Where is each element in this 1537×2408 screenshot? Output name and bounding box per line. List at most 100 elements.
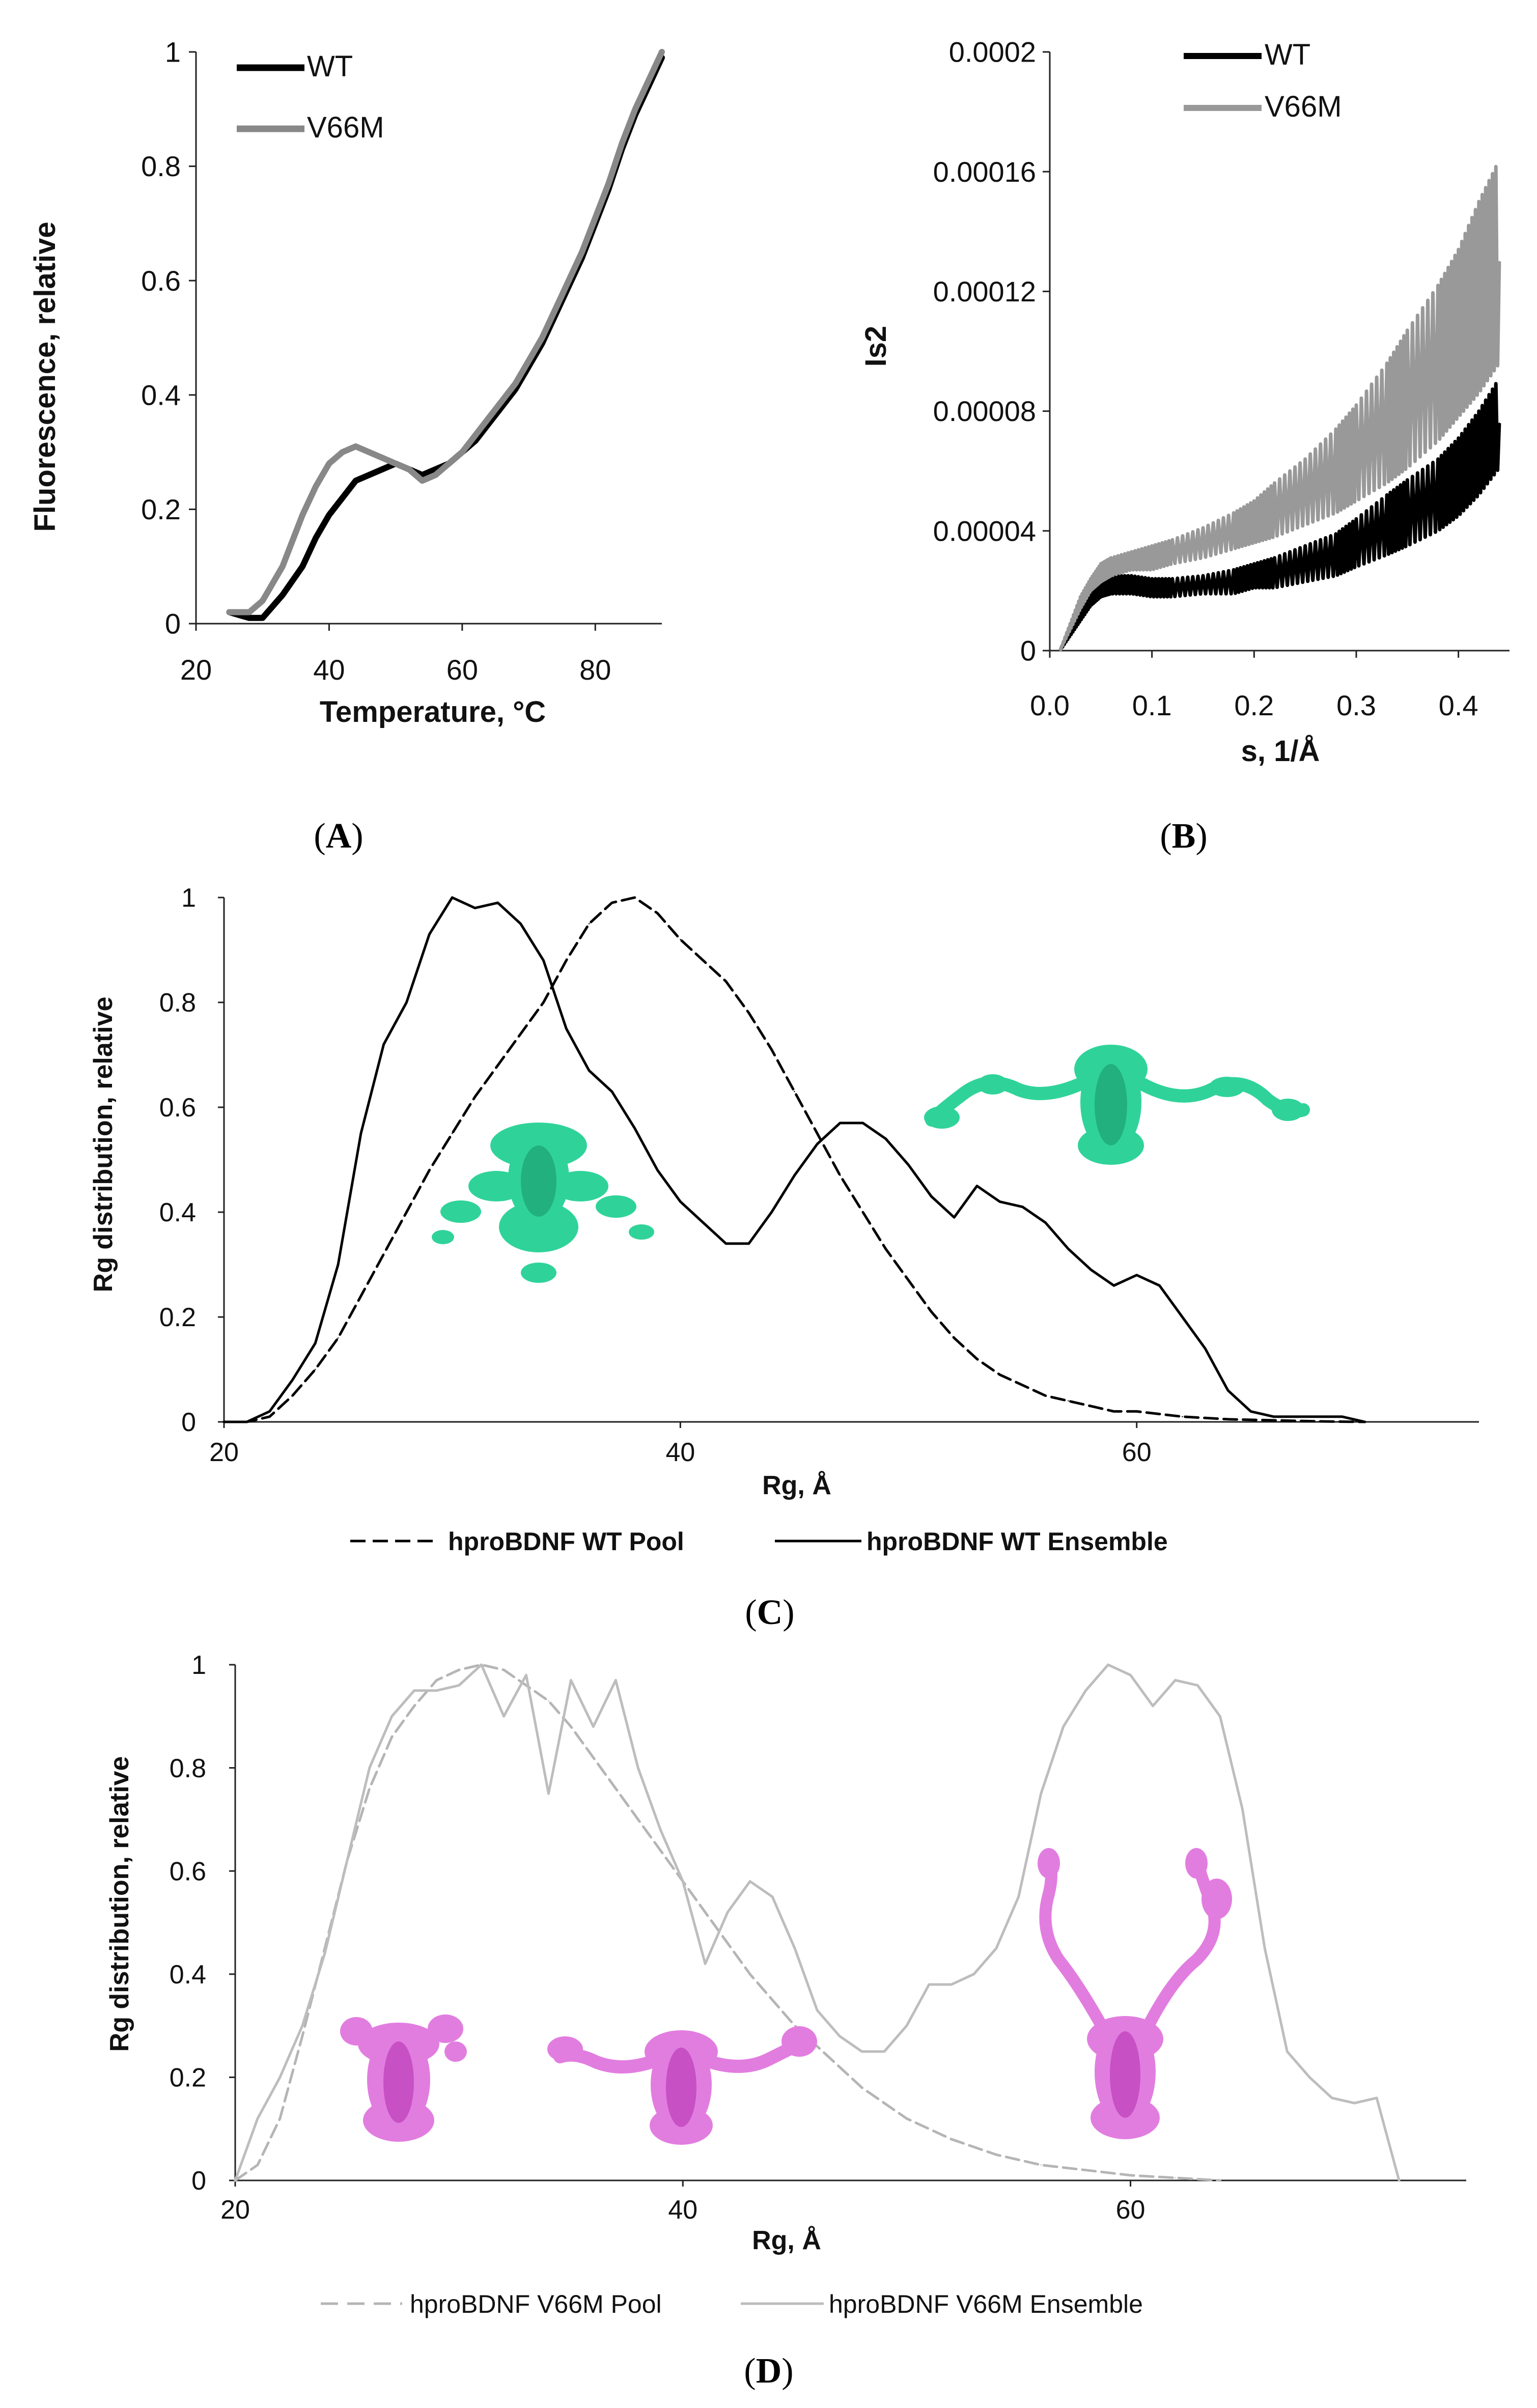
panel-b-axes: 0 0.00004 0.00008 0.00012 0.00016 0.0002 0.0 0.…: [933, 36, 1510, 721]
panel-b-point-v66m: [1059, 650, 1061, 652]
panel-c-point-hprobdnf-wt-ensemble: [566, 1028, 567, 1029]
panel-a-y-axis-title: Fluorescence, relative: [29, 221, 62, 531]
panel-a-point-v66m: [248, 611, 250, 613]
panel-b-point-wt: [1131, 584, 1132, 585]
panel-c-point-hprobdnf-wt-ensemble: [748, 1243, 750, 1244]
panel-a-x-tick-label: 60: [446, 654, 478, 686]
panel-a-point-wt: [315, 537, 317, 539]
panel-d-label: (D): [744, 2351, 793, 2391]
panel-d-point-hprobdnf-v66m-pool: [369, 1787, 370, 1789]
panel-a-point-wt: [422, 474, 423, 476]
panel-d-point-hprobdnf-v66m-pool: [951, 2138, 953, 2140]
panel-c-point-hprobdnf-wt-ensemble: [406, 1001, 407, 1003]
panel-c-point-hprobdnf-wt-pool: [406, 1211, 407, 1213]
panel-c-point-hprobdnf-wt-ensemble: [1182, 1316, 1183, 1318]
panel-d-point-hprobdnf-v66m-ensemble: [749, 1881, 751, 1882]
panel-d-point-hprobdnf-v66m-ensemble: [1152, 1705, 1154, 1707]
panel-c-point-hprobdnf-wt-pool: [657, 912, 658, 914]
panel-d-point-hprobdnf-v66m-ensemble: [257, 2118, 259, 2119]
panel-d-point-hprobdnf-v66m-ensemble: [1287, 2051, 1288, 2052]
panel-d-point-hprobdnf-v66m-pool: [615, 1787, 617, 1789]
panel-c-point-hprobdnf-wt-pool: [1227, 1418, 1229, 1420]
panel-c-point-hprobdnf-wt-ensemble: [1273, 1416, 1274, 1417]
panel-d-legend: hproBDNF V66M Pool hproBDNF V66M Ensembl…: [321, 2290, 1143, 2318]
panel-c-point-hprobdnf-wt-ensemble: [383, 1044, 384, 1045]
legend-label-wt: WT: [1265, 38, 1310, 71]
panel-d-point-hprobdnf-v66m-ensemble: [1197, 1685, 1198, 1686]
panel-d-point-hprobdnf-v66m-ensemble: [1063, 1726, 1064, 1727]
panel-d-point-hprobdnf-v66m-ensemble: [503, 1716, 505, 1717]
panel-b-point-v66m: [1131, 560, 1132, 562]
panel-c-point-hprobdnf-wt-ensemble: [497, 902, 499, 904]
panel-d-y-tick-label: 1: [191, 1650, 206, 1680]
panel-d-point-hprobdnf-v66m-pool: [839, 2066, 841, 2068]
panel-d-point-hprobdnf-v66m-ensemble: [1130, 1674, 1131, 1676]
panel-c-point-hprobdnf-wt-ensemble: [839, 1122, 841, 1124]
panel-b-x-axis-title: s, 1/Å: [1241, 735, 1320, 768]
panel-b-x-tick-label: 0.1: [1132, 689, 1172, 721]
panel-d-point-hprobdnf-v66m-ensemble: [883, 2051, 885, 2052]
panel-b-point-wt: [1171, 587, 1173, 589]
panel-b-point-v66m: [1100, 572, 1102, 574]
panel-b-point-v66m: [1386, 422, 1388, 424]
panel-d-point-hprobdnf-v66m-ensemble: [413, 1690, 415, 1691]
panel-d-point-hprobdnf-v66m-pool: [771, 1999, 773, 2001]
panel-c-point-hprobdnf-wt-ensemble: [1022, 1206, 1023, 1208]
panel-a-point-wt: [262, 617, 263, 619]
panel-a-point-wt: [282, 594, 284, 596]
panel-d-lines: [234, 1663, 1401, 2182]
panel-b-point-wt: [1478, 452, 1479, 454]
panel-a-point-v66m: [528, 360, 529, 361]
panel-c-point-hprobdnf-wt-pool: [588, 923, 590, 925]
panel-c-point-hprobdnf-wt-pool: [1022, 1384, 1023, 1386]
panel-b-point-wt: [1458, 476, 1459, 478]
panel-c-point-hprobdnf-wt-ensemble: [315, 1342, 316, 1344]
panel-b: 0 0.00004 0.00008 0.00012 0.00016 0.0002 0.0 0.…: [859, 36, 1510, 856]
panel-c-y-tick-label: 0: [181, 1408, 196, 1437]
panel-c-point-hprobdnf-wt-pool: [702, 960, 704, 961]
panel-a-point-wt: [301, 566, 303, 567]
panel-c-point-hprobdnf-wt-pool: [1090, 1405, 1092, 1407]
panel-a-point-wt: [515, 388, 516, 390]
panel-b-point-wt: [1274, 572, 1275, 574]
panel-a-point-v66m: [661, 51, 663, 53]
panel-c-point-hprobdnf-wt-ensemble: [246, 1421, 248, 1423]
panel-b-point-v66m: [1274, 509, 1275, 511]
panel-c-point-hprobdnf-wt-pool: [497, 1065, 499, 1066]
panel-a-y-tick-label: 0.6: [141, 265, 181, 297]
panel-c-legend: hproBDNF WT Pool hproBDNF WT Ensemble: [350, 1527, 1168, 1556]
panel-c-point-hprobdnf-wt-ensemble: [1341, 1416, 1343, 1417]
panel-c-y-axis-title: Rg distribution, relative: [89, 997, 118, 1293]
panel-c-point-hprobdnf-wt-ensemble: [474, 907, 476, 909]
panel-d-point-hprobdnf-v66m-ensemble: [1175, 1679, 1176, 1681]
panel-c-point-hprobdnf-wt-ensemble: [360, 1133, 362, 1134]
panel-a-point-v66m: [262, 600, 263, 602]
panel-b-point-v66m: [1233, 530, 1235, 532]
panel-b-lines: [1058, 164, 1501, 652]
panel-d-point-hprobdnf-v66m-ensemble: [1085, 1690, 1086, 1691]
panel-b-point-wt: [1498, 422, 1500, 424]
panel-c-point-hprobdnf-wt-pool: [429, 1169, 430, 1171]
panel-b-label: (B): [1160, 817, 1207, 856]
panel-d-point-hprobdnf-v66m-pool: [1085, 2169, 1086, 2171]
panel-a-x-axis-title: Temperature, °C: [320, 695, 546, 729]
panel-c-series-hprobdnf-wt-ensemble: [222, 896, 1366, 1423]
panel-a-x-tick-label: 40: [313, 654, 345, 686]
panel-a-point-wt: [488, 423, 490, 425]
legend-label-pool: hproBDNF WT Pool: [448, 1527, 684, 1556]
panel-d-point-hprobdnf-v66m-pool: [816, 2046, 818, 2047]
panel-d-point-hprobdnf-v66m-ensemble: [301, 2025, 303, 2027]
panel-a-point-v66m: [648, 79, 650, 81]
panel-d-point-hprobdnf-v66m-pool: [413, 1705, 415, 1707]
panel-b-x-tick-label: 0.0: [1030, 689, 1070, 721]
panel-c-point-hprobdnf-wt-pool: [1045, 1395, 1046, 1396]
panel-b-legend: WT V66M: [1184, 38, 1342, 123]
panel-c-y-tick-label: 0.8: [159, 988, 196, 1018]
panel-b-point-v66m: [1080, 602, 1081, 604]
panel-b-point-v66m: [1304, 491, 1306, 493]
panel-c-point-hprobdnf-wt-pool: [383, 1253, 384, 1255]
panel-c-point-hprobdnf-wt-ensemble: [611, 1090, 613, 1093]
panel-c-point-hprobdnf-wt-pool: [999, 1374, 1001, 1376]
panel-a-series-v66m: [226, 49, 665, 615]
panel-c-point-hprobdnf-wt-pool: [839, 1174, 841, 1177]
